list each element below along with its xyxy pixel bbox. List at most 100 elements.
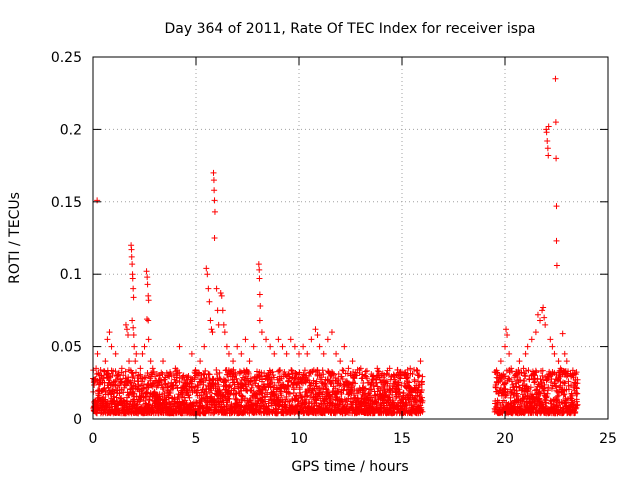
data-point bbox=[186, 394, 193, 401]
data-point bbox=[543, 129, 550, 136]
data-point bbox=[555, 358, 562, 365]
data-point bbox=[197, 358, 204, 365]
data-point bbox=[209, 329, 216, 336]
y-tick-label: 0.2 bbox=[60, 122, 82, 138]
data-point bbox=[540, 304, 547, 311]
data-point bbox=[129, 317, 136, 324]
data-point bbox=[210, 177, 217, 184]
data-point bbox=[145, 297, 152, 304]
data-point bbox=[94, 197, 101, 204]
data-point bbox=[130, 373, 137, 380]
data-point bbox=[95, 390, 102, 397]
x-tick-label: 25 bbox=[599, 431, 617, 447]
data-point bbox=[270, 372, 277, 379]
data-point bbox=[150, 380, 157, 387]
data-point bbox=[553, 203, 560, 210]
data-point bbox=[109, 372, 116, 379]
data-point bbox=[195, 381, 202, 388]
data-point bbox=[129, 261, 136, 268]
data-point bbox=[194, 387, 201, 394]
data-point bbox=[158, 369, 165, 376]
data-point bbox=[193, 388, 200, 395]
data-point bbox=[502, 343, 508, 350]
data-point bbox=[188, 350, 195, 357]
x-tick-label: 10 bbox=[290, 431, 308, 447]
data-point bbox=[202, 408, 209, 415]
x-tick-label: 0 bbox=[89, 431, 98, 447]
data-point bbox=[100, 368, 107, 375]
data-point bbox=[144, 274, 151, 281]
data-point bbox=[203, 265, 210, 272]
data-point bbox=[97, 366, 104, 373]
data-point bbox=[269, 368, 276, 375]
data-point bbox=[222, 378, 229, 385]
data-point bbox=[205, 285, 212, 292]
data-point bbox=[213, 371, 220, 378]
data-point bbox=[328, 329, 335, 336]
data-point bbox=[160, 358, 167, 365]
data-point bbox=[220, 321, 227, 328]
data-point bbox=[211, 235, 218, 241]
data-points bbox=[90, 75, 581, 417]
data-point bbox=[271, 350, 278, 357]
data-point bbox=[132, 358, 139, 365]
y-tick-label: 0.05 bbox=[51, 340, 82, 356]
data-point bbox=[553, 155, 560, 162]
data-point bbox=[319, 367, 326, 374]
data-point bbox=[108, 367, 115, 374]
data-point bbox=[374, 365, 381, 372]
data-point bbox=[215, 321, 222, 328]
data-point bbox=[159, 371, 166, 378]
y-tick-label: 0.15 bbox=[51, 195, 82, 211]
data-point bbox=[244, 386, 251, 393]
data-point bbox=[227, 390, 234, 397]
data-point bbox=[201, 343, 208, 350]
data-point bbox=[110, 393, 117, 400]
data-point bbox=[324, 336, 331, 343]
data-point bbox=[211, 187, 218, 194]
data-point bbox=[230, 358, 237, 365]
data-point bbox=[259, 397, 266, 404]
data-point bbox=[102, 358, 109, 365]
chart-title: Day 364 of 2011, Rate Of TEC Index for r… bbox=[164, 21, 535, 37]
data-point bbox=[122, 321, 129, 328]
data-point bbox=[524, 343, 531, 350]
data-point bbox=[213, 367, 220, 374]
data-point bbox=[108, 343, 115, 350]
data-point bbox=[246, 358, 253, 365]
data-point bbox=[128, 253, 135, 260]
data-point bbox=[106, 329, 113, 336]
data-point bbox=[549, 343, 556, 350]
data-point bbox=[104, 336, 111, 343]
data-point bbox=[207, 317, 214, 324]
data-point bbox=[256, 317, 263, 324]
data-point bbox=[213, 285, 220, 292]
data-point bbox=[506, 350, 513, 357]
data-point bbox=[130, 324, 137, 331]
data-point bbox=[143, 316, 150, 323]
data-point bbox=[128, 246, 135, 253]
data-point bbox=[245, 370, 252, 377]
data-point bbox=[275, 336, 282, 343]
data-point bbox=[176, 369, 183, 376]
data-point bbox=[248, 384, 255, 391]
data-point bbox=[104, 374, 111, 381]
data-point bbox=[101, 385, 108, 392]
data-point bbox=[141, 343, 148, 350]
data-point bbox=[208, 326, 215, 333]
data-point bbox=[218, 292, 225, 299]
data-point bbox=[314, 332, 321, 339]
data-point bbox=[223, 343, 230, 350]
data-point bbox=[516, 358, 523, 365]
data-point bbox=[544, 145, 551, 152]
data-point bbox=[142, 374, 149, 381]
y-axis-label: ROTI / TECUs bbox=[7, 192, 23, 284]
data-point bbox=[210, 169, 217, 176]
data-point bbox=[544, 137, 551, 144]
data-point bbox=[287, 336, 294, 343]
data-point bbox=[267, 343, 274, 350]
data-point bbox=[114, 382, 121, 389]
data-point bbox=[182, 397, 189, 404]
